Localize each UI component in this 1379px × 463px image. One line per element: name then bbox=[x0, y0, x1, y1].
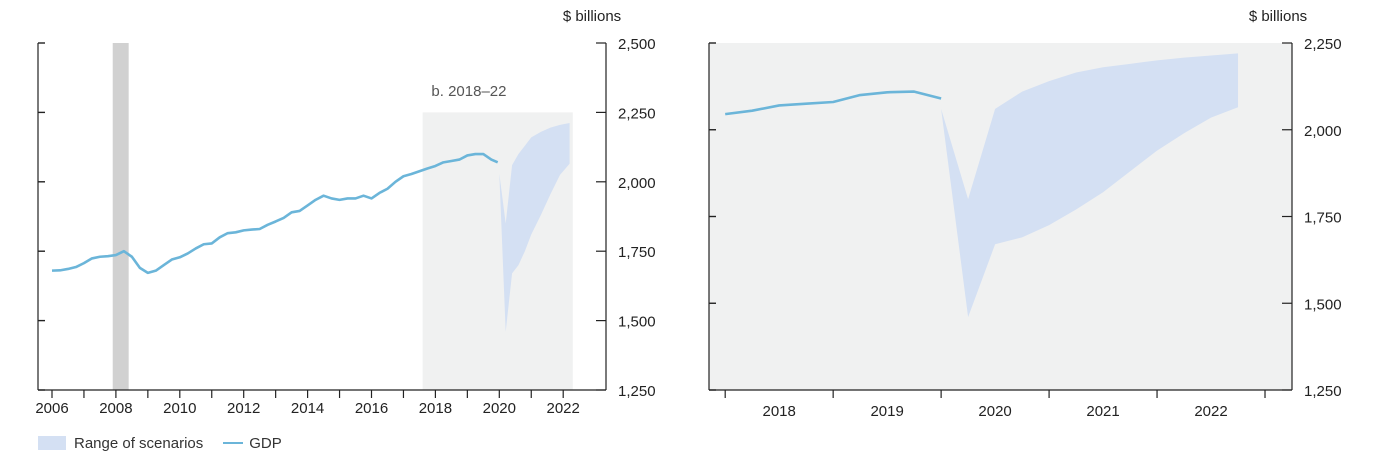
right-ytick-label: 1,250 bbox=[1304, 383, 1342, 400]
right-xtick-label: 2019 bbox=[870, 403, 903, 420]
legend-swatch-range bbox=[38, 436, 66, 450]
left-ytick-label: 1,750 bbox=[618, 244, 656, 261]
right-xtick-label: 2020 bbox=[978, 403, 1011, 420]
right-xtick-label: 2018 bbox=[762, 403, 795, 420]
right-ytick-label: 1,750 bbox=[1304, 210, 1342, 227]
legend-item-range: Range of scenarios bbox=[38, 435, 203, 452]
legend-label-range: Range of scenarios bbox=[74, 435, 203, 452]
left-xtick-label: 2018 bbox=[419, 400, 452, 417]
left-y-unit-label: $ billions bbox=[563, 8, 621, 25]
right-xtick-label: 2022 bbox=[1194, 403, 1227, 420]
right-y-unit-label: $ billions bbox=[1249, 8, 1307, 25]
left-ytick-label: 1,250 bbox=[618, 383, 656, 400]
left-xtick-label: 2010 bbox=[163, 400, 196, 417]
right-ytick-label: 1,500 bbox=[1304, 296, 1342, 313]
legend-item-gdp: GDP bbox=[223, 435, 282, 452]
left-ytick-label: 2,500 bbox=[618, 36, 656, 53]
right-ytick-label: 2,250 bbox=[1304, 36, 1342, 53]
right-xtick-label: 2021 bbox=[1086, 403, 1119, 420]
left-annotation: b. 2018–22 bbox=[431, 83, 506, 100]
left-xtick-label: 2014 bbox=[291, 400, 324, 417]
left-xtick-label: 2020 bbox=[483, 400, 516, 417]
chart-legend: Range of scenarios GDP bbox=[38, 433, 302, 453]
left-ytick-label: 2,000 bbox=[618, 175, 656, 192]
legend-swatch-gdp bbox=[223, 442, 243, 444]
left-xtick-label: 2006 bbox=[35, 400, 68, 417]
legend-label-gdp: GDP bbox=[249, 435, 282, 452]
left-xtick-label: 2012 bbox=[227, 400, 260, 417]
left-ytick-label: 2,250 bbox=[618, 105, 656, 122]
gdp-scenarios-chart: b. 2018–22 1,250 1,500 1,750 2,000 2,250 2,500… bbox=[0, 0, 1379, 430]
left-xtick-label: 2008 bbox=[99, 400, 132, 417]
right-ytick-label: 2,000 bbox=[1304, 123, 1342, 140]
left-xtick-label: 2016 bbox=[355, 400, 388, 417]
left-recession-bar bbox=[113, 43, 129, 390]
left-xtick-label: 2022 bbox=[547, 400, 580, 417]
left-ytick-label: 1,500 bbox=[618, 314, 656, 331]
